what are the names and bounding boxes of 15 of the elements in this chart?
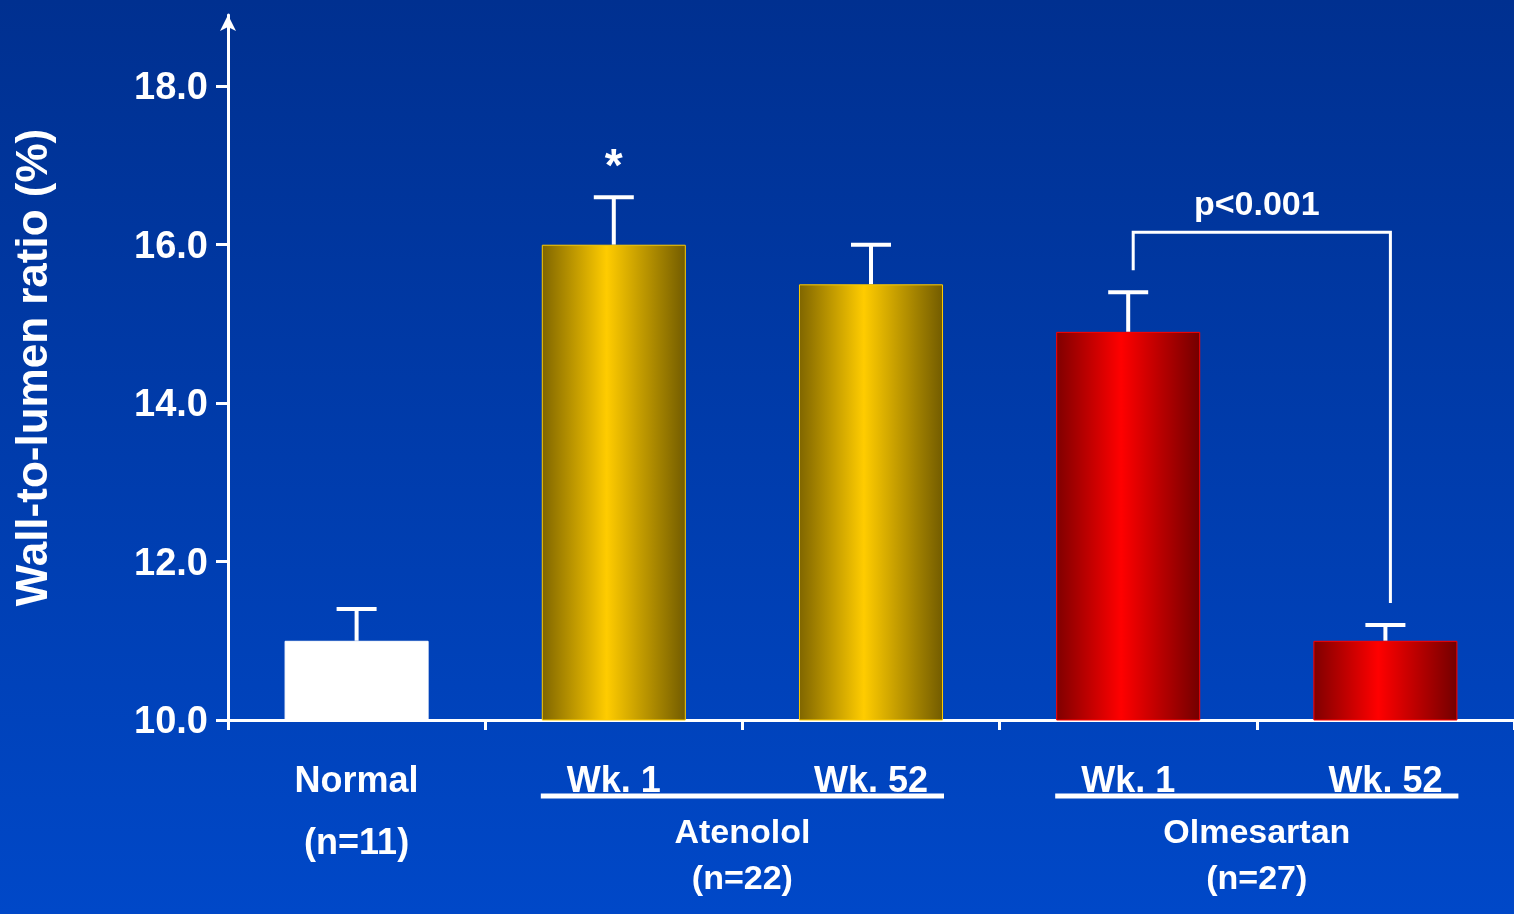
y-tick-label: 10.0 [134, 699, 208, 741]
y-tick-label: 12.0 [134, 540, 208, 583]
y-axis-title: Wall-to-lumen ratio (%) [6, 128, 56, 607]
y-tick-label: 14.0 [134, 382, 208, 425]
x-tick-label: Wk. 1 [566, 758, 661, 800]
x-tick-label: Wk. 1 [1081, 758, 1176, 800]
text: Olmesartan (n=27) [1163, 812, 1351, 896]
x-tick-label: Wk. 52 [1328, 758, 1443, 800]
annotation: * [604, 139, 623, 192]
x-tick-label: Wk. 52 [813, 758, 929, 800]
y-tick-label: 18.0 [134, 65, 208, 108]
annotation: p<0.001 [1193, 184, 1320, 223]
y-tick-label: 16.0 [134, 223, 208, 266]
text: Atenolol (n=22) [674, 812, 811, 896]
x-tick-label: Normal (n=11) [294, 758, 419, 862]
